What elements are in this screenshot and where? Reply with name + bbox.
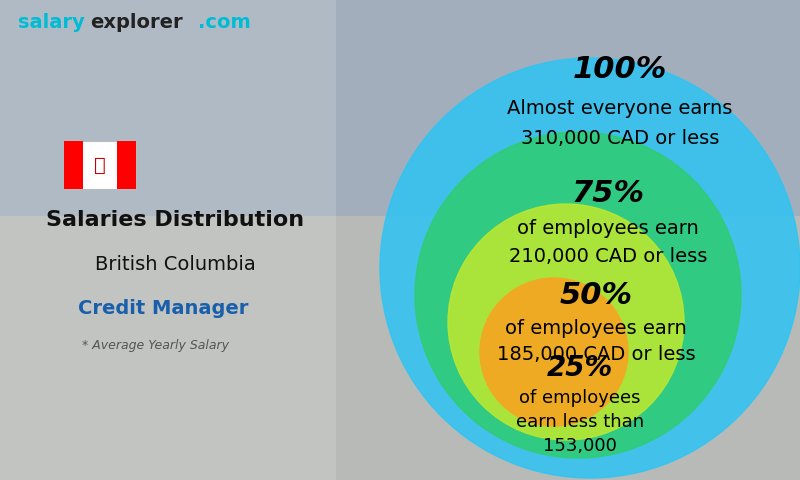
Text: 153,000: 153,000 [543, 437, 617, 455]
Circle shape [415, 132, 741, 458]
Text: of employees earn: of employees earn [505, 319, 687, 337]
Text: explorer: explorer [90, 12, 182, 32]
Bar [0, 0, 800, 216]
Bar [64, 141, 82, 189]
Text: 🍁: 🍁 [94, 156, 106, 175]
Text: salary: salary [18, 12, 85, 32]
Text: 75%: 75% [571, 179, 645, 207]
Bar [0, 216, 800, 480]
Text: 210,000 CAD or less: 210,000 CAD or less [509, 247, 707, 265]
Bar [64, 141, 136, 189]
Circle shape [480, 278, 628, 426]
Text: 100%: 100% [573, 56, 667, 84]
Circle shape [448, 204, 684, 440]
Text: of employees: of employees [519, 389, 641, 407]
Circle shape [380, 58, 800, 478]
Text: earn less than: earn less than [516, 413, 644, 431]
Text: 185,000 CAD or less: 185,000 CAD or less [497, 346, 695, 364]
Text: 50%: 50% [559, 281, 633, 311]
Text: 310,000 CAD or less: 310,000 CAD or less [521, 129, 719, 147]
Text: Credit Manager: Credit Manager [78, 299, 248, 317]
Text: 25%: 25% [547, 354, 613, 382]
Text: Almost everyone earns: Almost everyone earns [507, 98, 733, 118]
Text: of employees earn: of employees earn [517, 218, 699, 238]
Text: British Columbia: British Columbia [94, 255, 255, 275]
Text: .com: .com [198, 12, 250, 32]
Bar [118, 141, 136, 189]
Text: * Average Yearly Salary: * Average Yearly Salary [82, 338, 229, 351]
Bar [0, 0, 336, 480]
Text: Salaries Distribution: Salaries Distribution [46, 210, 304, 230]
